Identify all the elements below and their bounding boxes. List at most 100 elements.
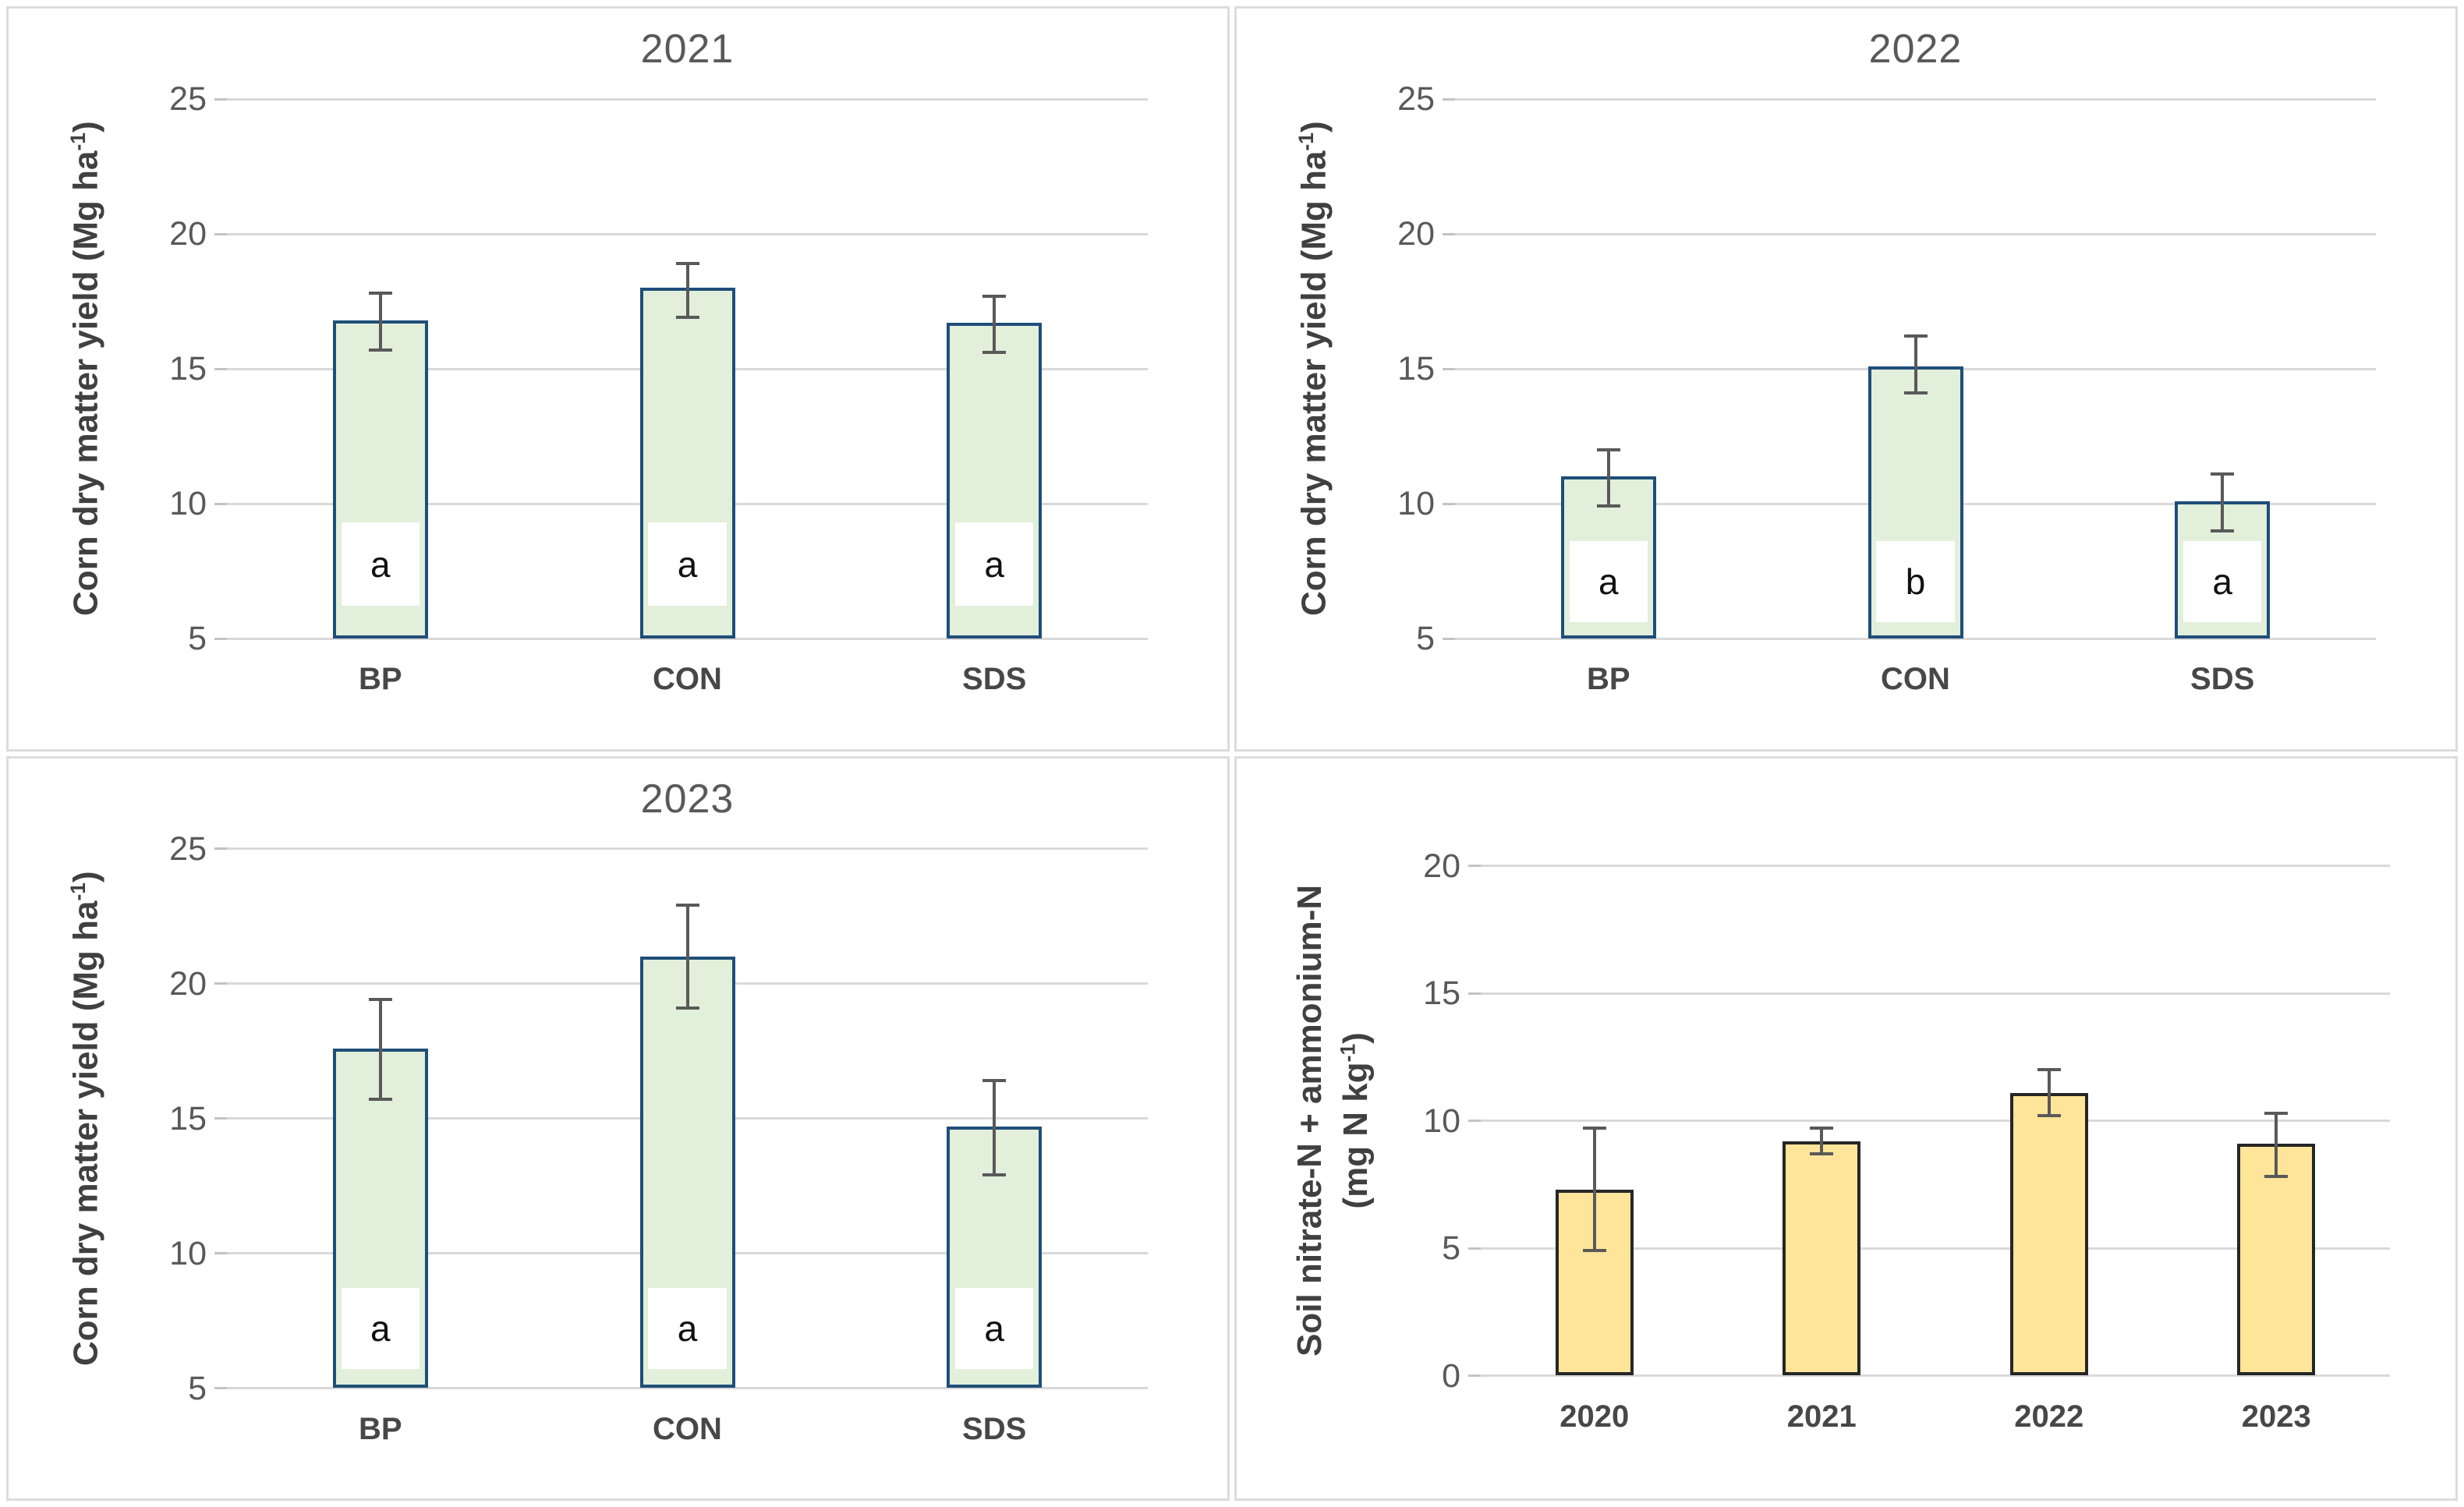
y-tick-label: 5 [1442, 1229, 1460, 1267]
y-axis-tick [214, 982, 227, 985]
y-tick-label: 5 [188, 1369, 207, 1407]
y-axis-tick [1468, 1247, 1481, 1250]
y-tick-label: 10 [1397, 485, 1435, 522]
significance-letter: a [984, 1308, 1004, 1350]
error-bar-cap-lower [368, 348, 392, 352]
y-axis-tick [214, 1117, 227, 1120]
ylabel-text: ) [1337, 1032, 1376, 1044]
error-bar-cap-upper [675, 262, 699, 266]
gridline-y-20 [227, 232, 1148, 235]
gridline-y-5 [227, 1387, 1148, 1389]
x-tick-label-2023: 2023 [2241, 1399, 2311, 1434]
error-bar-cap-upper [1582, 1127, 1606, 1130]
y-axis-tick [214, 502, 227, 505]
ylabel-text: ) [66, 871, 105, 883]
error-bar-cap-upper [2211, 472, 2235, 476]
error-bar-cap-lower [1903, 391, 1928, 395]
y-axis-tick [214, 232, 227, 235]
bar-2021 [1783, 1141, 1861, 1376]
x-tick-label-2021: 2021 [1786, 1399, 1857, 1434]
gridline-y-20 [1455, 232, 2376, 235]
x-tick-label-BP: BP [359, 1411, 402, 1446]
y-axis-tick [1468, 865, 1481, 867]
x-tick-label-2022: 2022 [2014, 1399, 2084, 1434]
y-axis-tick [214, 1252, 227, 1254]
chart-soil-nitrogen: 20 15 10 5 0 Soil nitrate-N + ammonium-N (mg N… [1237, 759, 2455, 1499]
error-bar-cap-upper [368, 998, 392, 1002]
y-tick-label: 10 [1423, 1102, 1460, 1140]
y-tick-label: 20 [1397, 215, 1435, 253]
significance-letter: a [2212, 561, 2232, 603]
error-bar-line [1913, 336, 1917, 394]
significance-letter-box: a [2183, 541, 2262, 623]
gridline-y-25 [227, 97, 1148, 101]
error-bar-line [2275, 1113, 2278, 1177]
y-tick-label: 5 [188, 620, 207, 657]
significance-letter: a [370, 1308, 391, 1350]
error-bar-line [1820, 1128, 1824, 1154]
significance-letter: b [1905, 561, 1926, 603]
x-tick-label-CON: CON [653, 1411, 722, 1446]
error-bar-line [2221, 473, 2225, 531]
error-bar-cap-lower [1596, 504, 1620, 508]
chart-corn-2023: 25 20 15 10 5 2023 Corn dry matter yield (Mg h… [9, 759, 1227, 1499]
y-tick-label: 10 [169, 485, 207, 522]
chart-title: 2021 [640, 27, 735, 72]
panel-soil-nitrogen: 20 15 10 5 0 Soil nitrate-N + ammonium-N (mg N… [1234, 755, 2458, 1501]
chart-title: 2022 [1868, 27, 1963, 72]
error-bar-cap-lower [368, 1098, 392, 1102]
chart-title: 2023 [640, 776, 735, 822]
bar-2022 [2009, 1092, 2088, 1376]
y-axis-tick [214, 97, 227, 101]
gridline-y-15 [1481, 992, 2390, 995]
error-bar-line [1592, 1128, 1596, 1251]
y-axis-tick [1443, 637, 1455, 640]
y-tick-label: 25 [1397, 80, 1435, 118]
error-bar-line [2047, 1070, 2051, 1116]
x-tick-label-SDS: SDS [962, 1411, 1027, 1446]
gridline-y-5 [1481, 1247, 2390, 1250]
significance-letter-box: b [1876, 541, 1955, 623]
gridline-y-25 [227, 847, 1148, 850]
gridline-y-5 [1455, 637, 2376, 640]
y-axis-label-line: Soil nitrate-N + ammonium-N [1287, 885, 1333, 1357]
gridline-y-20 [1481, 865, 2390, 867]
error-bar-cap-lower [2264, 1175, 2289, 1179]
x-tick-label-BP: BP [1587, 662, 1630, 696]
ylabel-superscript: -1 [1294, 133, 1318, 151]
error-bar-cap-upper [368, 292, 392, 295]
significance-letter: a [984, 543, 1004, 585]
y-axis-tick [214, 847, 227, 850]
significance-letter-box: a [648, 522, 727, 607]
error-bar-cap-lower [675, 316, 699, 320]
y-tick-label: 15 [1423, 975, 1460, 1012]
y-axis-tick [214, 1387, 227, 1389]
chart-corn-2021: 25 20 15 10 5 2021 Corn dry matter yield (Mg h… [9, 9, 1227, 749]
gridline-y-0 [1481, 1374, 2390, 1377]
significance-letter: a [677, 1308, 698, 1350]
panel-corn-2021: 25 20 15 10 5 2021 Corn dry matter yield (Mg h… [6, 6, 1230, 752]
x-tick-label-CON: CON [653, 662, 722, 696]
ylabel-text: Soil nitrate-N + ammonium-N [1290, 884, 1329, 1357]
y-axis-tick [1443, 97, 1455, 101]
chart-corn-2022: 25 20 15 10 5 2022 Corn dry matter yield (Mg h… [1237, 9, 2455, 749]
y-tick-label: 5 [1416, 620, 1435, 657]
y-axis-tick [214, 637, 227, 640]
error-bar-cap-upper [1903, 334, 1928, 338]
error-bar-cap-upper [1596, 448, 1620, 451]
significance-letter-box: a [341, 522, 420, 607]
y-tick-label: 20 [169, 964, 207, 1003]
error-bar-cap-lower [1810, 1152, 1834, 1155]
error-bar-line [993, 1081, 997, 1176]
error-bar-line [685, 905, 689, 1008]
bar-2023 [2237, 1143, 2316, 1376]
x-tick-label-2020: 2020 [1559, 1399, 1630, 1434]
error-bar-cap-lower [982, 1173, 1007, 1177]
y-tick-label: 15 [169, 350, 207, 387]
panel-corn-2022: 25 20 15 10 5 2022 Corn dry matter yield (Mg h… [1234, 6, 2458, 752]
error-bar-line [378, 293, 382, 350]
x-tick-label-BP: BP [359, 662, 402, 696]
error-bar-cap-upper [675, 904, 699, 907]
error-bar-cap-upper [2037, 1068, 2061, 1072]
y-tick-label: 25 [169, 830, 207, 868]
